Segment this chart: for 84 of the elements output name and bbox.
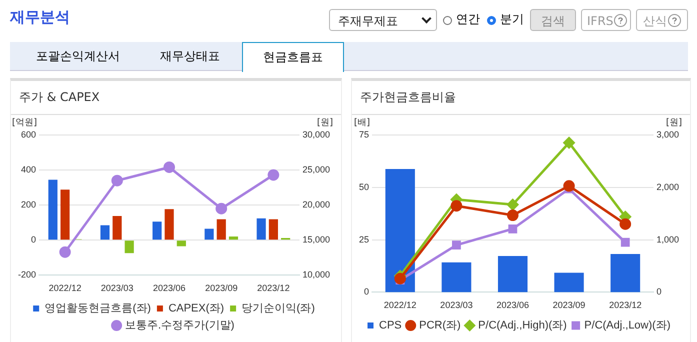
- bar: [385, 169, 415, 292]
- legend-label: 영업활동현금흐름(좌): [44, 302, 151, 315]
- x-tick-label: 2022/12: [48, 283, 82, 294]
- bar: [204, 228, 214, 240]
- y-axis-title: [억원]: [12, 118, 38, 128]
- y2-axis-title: [원]: [666, 118, 682, 128]
- y2-tick-label: 20,000: [302, 200, 330, 210]
- legend-label: P/C(Adj.,High)(좌): [478, 320, 567, 332]
- bar: [228, 236, 238, 240]
- text: 재무분석: [10, 8, 70, 27]
- chart-title: 주가 & CAPEX: [11, 81, 341, 115]
- point: [620, 238, 630, 247]
- point: [394, 272, 406, 284]
- point: [563, 137, 575, 149]
- x-tick-label: 2023/06: [152, 283, 186, 294]
- y2-tick-label: 1,000: [656, 234, 680, 244]
- y-tick-label: 50: [358, 182, 370, 192]
- point: [452, 240, 461, 250]
- x-tick-label: 2023/12: [257, 283, 290, 294]
- text: 연간: [456, 11, 480, 28]
- x-tick-label: 2023/12: [609, 300, 642, 310]
- y-tick-label: 0: [364, 286, 370, 297]
- bar: [176, 240, 186, 246]
- bar: [216, 219, 226, 240]
- y2-tick-label: 15,000: [302, 234, 330, 245]
- y2-tick-label: 25,000: [302, 164, 330, 175]
- bar: [554, 272, 584, 292]
- y2-axis-title: [원]: [316, 118, 333, 128]
- point: [450, 200, 462, 212]
- bar: [498, 256, 528, 292]
- text: 재무상태표: [159, 48, 221, 65]
- y2-tick-label: 30,000: [302, 129, 330, 140]
- point: [268, 169, 280, 181]
- y-tick-label: -200: [18, 270, 36, 280]
- point: [508, 224, 518, 234]
- text: 산식: [636, 9, 688, 31]
- bar: [442, 262, 472, 292]
- point: [506, 198, 518, 210]
- bar: [152, 222, 162, 240]
- text: 주재무제표: [329, 9, 437, 31]
- legend-label: 보통주.수정주가(기말): [125, 320, 234, 332]
- point: [111, 174, 123, 186]
- point: [620, 218, 632, 230]
- y2-tick-label: 10,000: [302, 270, 330, 280]
- y-tick-label: 400: [20, 164, 36, 175]
- y-axis-title: [배]: [354, 118, 370, 128]
- point: [563, 180, 575, 192]
- y2-tick-label: 2,000: [656, 182, 680, 192]
- y-tick-label: 600: [20, 129, 36, 140]
- x-tick-label: 2022/12: [384, 300, 416, 310]
- y-tick-label: 200: [20, 200, 36, 210]
- x-tick-label: 2023/03: [100, 283, 134, 294]
- y-tick-label: 75: [358, 129, 370, 140]
- legend-label: 당기순이익(좌): [242, 302, 315, 315]
- legend-label: P/C(Adj.,Low)(좌): [584, 320, 670, 332]
- y-tick-label: 25: [358, 234, 370, 244]
- y2-tick-label: 0: [656, 286, 662, 297]
- x-tick-label: 2023/03: [440, 300, 473, 310]
- bar: [112, 216, 122, 240]
- x-tick-label: 2023/09: [552, 300, 586, 310]
- chart-title: 주가현금흐름비율: [352, 81, 690, 115]
- bar: [60, 190, 70, 240]
- bar: [48, 180, 58, 240]
- point: [59, 246, 71, 258]
- text: 검색: [530, 9, 576, 31]
- point: [216, 202, 228, 214]
- legend-label: PCR(좌): [419, 320, 461, 332]
- y-tick-label: 0: [31, 234, 36, 245]
- x-tick-label: 2023/09: [205, 283, 238, 294]
- y2-tick-label: 3,000: [656, 129, 680, 140]
- legend-label: CAPEX(좌): [168, 302, 224, 315]
- point: [163, 161, 175, 173]
- x-tick-label: 2023/06: [496, 300, 530, 310]
- bar: [124, 240, 134, 254]
- text: 분기: [500, 11, 524, 28]
- legend-label: CPS: [379, 320, 402, 332]
- point: [506, 210, 518, 222]
- bar: [268, 219, 278, 240]
- bar: [164, 209, 174, 240]
- text: 포괄손익계산서: [35, 48, 121, 65]
- bar: [610, 254, 640, 292]
- bar: [256, 218, 266, 240]
- bar: [100, 225, 110, 240]
- text: IFRS: [581, 9, 631, 31]
